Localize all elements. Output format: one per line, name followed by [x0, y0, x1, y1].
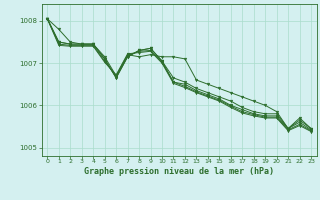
X-axis label: Graphe pression niveau de la mer (hPa): Graphe pression niveau de la mer (hPa) — [84, 167, 274, 176]
